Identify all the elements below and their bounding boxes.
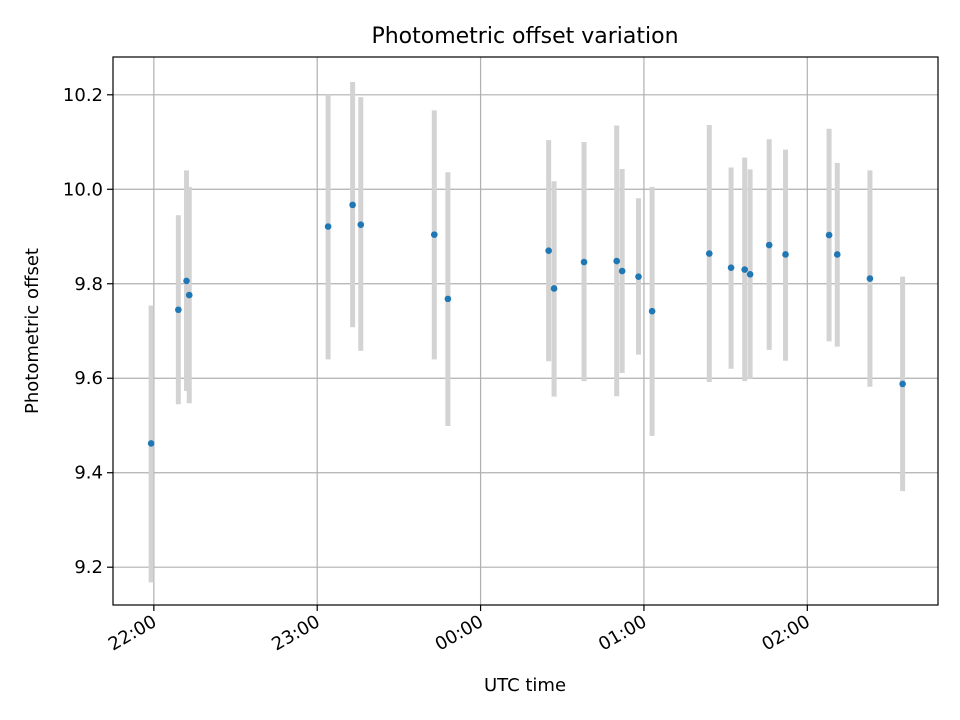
data-point xyxy=(357,221,365,229)
x-axis-label: UTC time xyxy=(484,675,566,696)
data-point xyxy=(765,241,773,249)
y-axis-ticks: 9.2 9.4 9.6 9.8 10.0 10.2 xyxy=(63,85,113,578)
data-point xyxy=(183,277,190,285)
y-axis-label: Photometric offset xyxy=(22,248,43,414)
data-points xyxy=(147,201,906,447)
chart-title: Photometric offset variation xyxy=(371,24,678,49)
y-tick-label: 10.0 xyxy=(63,179,103,200)
data-point xyxy=(833,251,841,258)
y-tick-label: 9.2 xyxy=(74,557,103,578)
grid xyxy=(113,57,938,605)
data-point xyxy=(866,275,874,282)
data-point xyxy=(727,264,735,271)
plot-frame xyxy=(112,56,939,606)
data-point xyxy=(741,266,748,273)
y-tick-label: 9.4 xyxy=(74,463,103,484)
data-point xyxy=(545,247,552,254)
data-point xyxy=(746,271,754,278)
data-point xyxy=(635,273,642,280)
data-point xyxy=(550,285,558,292)
data-point xyxy=(899,380,906,388)
data-point xyxy=(580,258,588,266)
y-tick-label: 10.2 xyxy=(63,85,103,106)
data-point xyxy=(324,223,332,230)
y-tick-label: 9.6 xyxy=(74,368,103,389)
data-point xyxy=(147,440,155,447)
y-tick-label: 9.8 xyxy=(74,274,103,295)
data-point xyxy=(430,231,438,238)
data-point xyxy=(648,307,656,315)
data-point xyxy=(175,306,182,314)
data-point xyxy=(349,201,356,209)
data-point xyxy=(185,291,193,299)
data-point xyxy=(782,251,789,258)
data-point xyxy=(705,250,713,257)
data-point xyxy=(444,295,452,303)
data-point xyxy=(618,267,626,275)
data-point xyxy=(825,231,833,239)
data-point xyxy=(613,257,621,265)
